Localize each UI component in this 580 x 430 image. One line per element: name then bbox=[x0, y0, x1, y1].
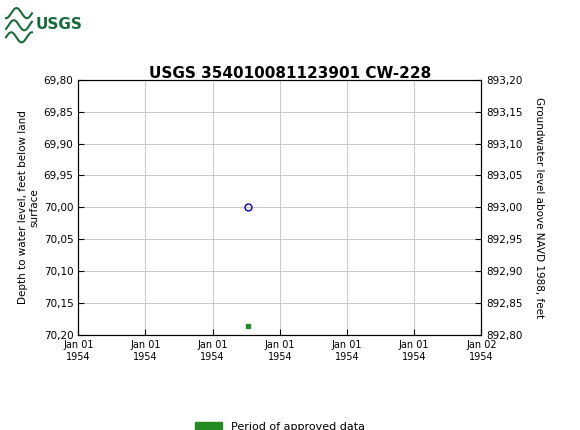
Legend: Period of approved data: Period of approved data bbox=[190, 418, 369, 430]
Text: USGS: USGS bbox=[36, 17, 83, 32]
Y-axis label: Depth to water level, feet below land
surface: Depth to water level, feet below land su… bbox=[18, 111, 39, 304]
Y-axis label: Groundwater level above NAVD 1988, feet: Groundwater level above NAVD 1988, feet bbox=[534, 97, 544, 318]
Bar bbox=[4, 3, 94, 46]
Text: USGS 354010081123901 CW-228: USGS 354010081123901 CW-228 bbox=[149, 66, 431, 81]
